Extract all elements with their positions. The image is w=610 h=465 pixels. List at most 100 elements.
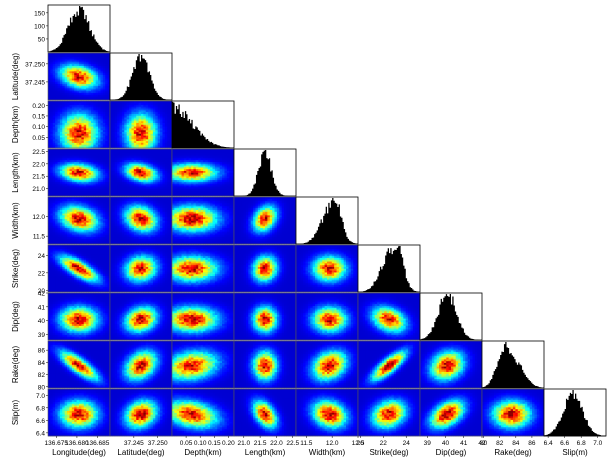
density-bin — [119, 159, 123, 162]
density-bin — [52, 233, 56, 236]
density-bin — [126, 229, 130, 232]
density-bin — [98, 60, 101, 63]
density-bin — [50, 216, 54, 219]
density-bin — [71, 128, 75, 131]
density-bin — [121, 144, 125, 147]
density-bin — [174, 158, 178, 161]
density-bin — [124, 233, 127, 236]
density-bin — [131, 108, 135, 111]
density-bin — [133, 190, 137, 193]
density-bin — [52, 92, 56, 95]
density-bin — [57, 113, 61, 116]
density-bin — [124, 154, 127, 157]
density-bin — [203, 188, 206, 191]
density-bin — [71, 102, 75, 105]
density-bin — [195, 149, 199, 152]
density-bin — [55, 58, 58, 61]
density-bin — [148, 124, 151, 127]
density-bin — [193, 159, 197, 162]
density-bin — [76, 213, 80, 216]
density-bin — [55, 56, 58, 59]
density-bin — [207, 161, 211, 164]
density-bin — [148, 163, 151, 166]
density-bin — [150, 190, 154, 193]
density-bin — [62, 110, 65, 113]
density-bin — [95, 69, 99, 72]
density-bin — [107, 216, 111, 219]
density-bin — [95, 140, 99, 143]
density-bin — [100, 149, 104, 152]
density-bin — [210, 170, 213, 173]
density-bin — [55, 240, 58, 243]
density-bin — [229, 168, 232, 171]
density-bin — [133, 174, 137, 177]
density-bin — [229, 172, 232, 175]
density-bin — [100, 135, 104, 138]
density-bin — [69, 231, 73, 234]
density-bin — [90, 81, 94, 85]
density-panel-depth-vs-longitude — [47, 100, 111, 149]
density-bin — [141, 181, 144, 184]
density-bin — [224, 156, 228, 159]
density-bin — [48, 60, 51, 63]
density-bin — [198, 176, 201, 179]
density-bin — [188, 172, 192, 175]
density-bin — [169, 174, 173, 177]
density-bin — [59, 128, 63, 131]
density-bin — [179, 152, 182, 155]
density-bin — [210, 149, 213, 152]
density-bin — [231, 186, 235, 190]
density-bin — [145, 138, 149, 142]
density-bin — [124, 177, 127, 181]
density-bin — [131, 159, 135, 162]
density-bin — [48, 122, 51, 125]
density-bin — [62, 133, 65, 136]
density-bin — [107, 124, 111, 127]
density-bin — [81, 119, 85, 122]
density-bin — [117, 168, 120, 171]
density-bin — [83, 67, 87, 70]
density-bin — [124, 110, 127, 113]
density-bin — [57, 111, 61, 114]
density-bin — [83, 234, 87, 238]
density-bin — [88, 92, 92, 95]
density-bin — [200, 181, 204, 184]
density-bin — [79, 78, 82, 81]
density-bin — [55, 218, 58, 221]
density-bin — [105, 101, 108, 104]
density-bin — [50, 204, 54, 207]
density-bin — [93, 65, 96, 68]
density-bin — [126, 186, 130, 190]
density-bin — [48, 58, 51, 61]
density-bin — [93, 192, 96, 195]
density-bin — [186, 156, 189, 159]
density-bin — [155, 122, 158, 125]
density-panel-latitude-vs-longitude — [47, 52, 111, 101]
density-bin — [59, 190, 63, 193]
density-bin — [226, 176, 230, 179]
density-bin — [79, 213, 82, 216]
density-bin — [191, 188, 194, 191]
density-bin — [95, 131, 99, 134]
density-bin — [105, 138, 108, 142]
density-bin — [100, 108, 104, 111]
density-bin — [55, 209, 58, 212]
density-bin — [81, 216, 85, 219]
density-bin — [114, 101, 118, 104]
density-bin — [212, 190, 216, 193]
density-bin — [145, 181, 149, 184]
density-bin — [193, 185, 197, 188]
density-bin — [81, 117, 85, 120]
density-bin — [114, 172, 118, 175]
density-bin — [162, 101, 166, 104]
density-bin — [141, 104, 144, 107]
density-bin — [79, 106, 82, 109]
density-bin — [193, 172, 197, 175]
density-bin — [229, 150, 232, 153]
density-bin — [74, 234, 77, 238]
density-bin — [167, 101, 170, 104]
density-bin — [121, 222, 125, 225]
density-bin — [79, 98, 82, 101]
density-bin — [55, 238, 58, 241]
